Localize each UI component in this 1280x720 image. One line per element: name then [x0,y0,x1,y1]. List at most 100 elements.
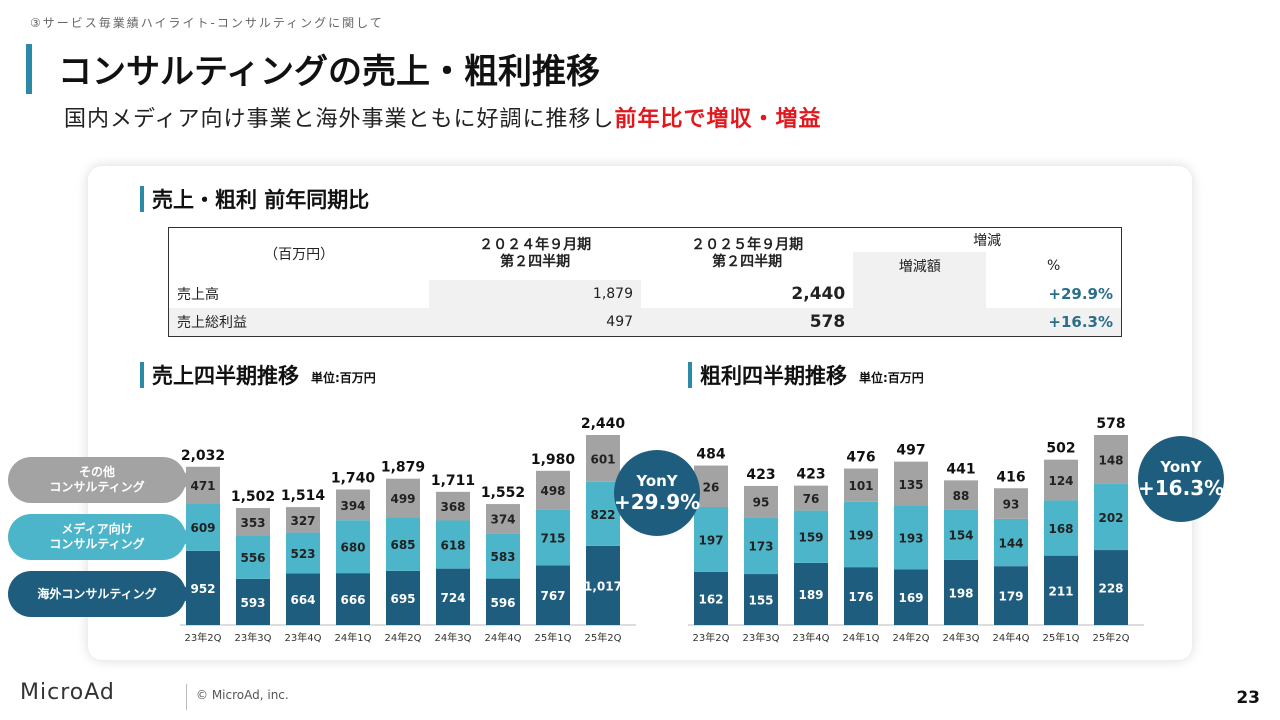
legend-media: メディア向け コンサルティング [8,514,196,560]
row-amount [853,280,987,308]
segment-label: 601 [590,452,615,466]
segment-label: 176 [848,590,873,604]
bar-segment [694,571,728,625]
segment-label: 189 [798,588,823,602]
category-label: 23年4Q [793,631,830,644]
bar-segment [894,461,928,507]
bar-segment [536,509,570,566]
total-label: 2,032 [181,448,225,464]
col-prev: ２０２４年９月期 第２四半期 [429,227,642,280]
bar-segment [894,506,928,570]
col-change: 増減 [853,227,1122,252]
segment-label: 169 [898,591,923,605]
segment-label: 583 [490,550,515,564]
sales-yony-badge: YonY +29.9% [614,450,700,536]
row-curr: 2,440 [791,284,846,304]
total-label: 1,552 [481,485,525,501]
bar-segment [586,435,620,482]
row-prev: 497 [606,314,634,330]
row-prev: 1,879 [429,280,642,308]
row-pct: +29.9% [1048,285,1113,303]
page-subtitle: 国内メディア向け事業と海外事業ともに好調に推移し前年比で増収・増益 [64,101,821,133]
segment-label: 93 [1003,498,1020,512]
category-label: 24年2Q [385,631,422,644]
unit-label: （百万円） [168,227,430,280]
col-curr-line1: ２０２５年９月期 [691,237,804,254]
segment-label: 168 [1048,522,1073,536]
sales-yony-value: +29.9% [614,490,701,514]
total-label: 423 [796,467,825,483]
segment-label: 368 [440,500,465,514]
col-prev-line2: 第２四半期 [500,254,571,270]
bar-segment [1044,459,1078,501]
segment-label: 148 [1098,453,1123,467]
segment-label: 498 [540,484,565,498]
category-label: 23年4Q [285,631,322,644]
segment-label: 471 [190,479,215,493]
gp-yony-label: YonY [1160,458,1202,476]
bar-segment [286,573,320,625]
sales-chart: 952 609 471 2,032 23年2Q 593 556 353 1,502 23年3Q 66… [180,416,636,644]
bar-segment [694,506,728,572]
bar-segment [994,518,1028,567]
segment-label: 135 [898,478,923,492]
row-curr: 578 [809,312,846,332]
bar-segment [944,509,978,560]
row-pct: +16.3% [1048,313,1113,331]
row-label: 売上高 [177,287,219,303]
bar-segment [486,578,520,625]
total-label: 497 [896,443,925,459]
col-change-amount: 増減額 [853,252,987,280]
bar-segment [336,520,370,574]
bar-segment [436,491,470,521]
table-row: 売上総利益 497 578 +16.3% [168,308,1122,337]
bar-segment [1094,483,1128,551]
bar-segment [386,517,420,571]
segment-label: 523 [290,547,315,561]
bar-segment [436,520,470,569]
bar-segment [1044,500,1078,556]
bar-segment [994,488,1028,519]
sales-chart-unit: 単位:百万円 [311,370,376,385]
title-accent-bar [26,44,32,94]
category-label: 24年2Q [893,631,930,644]
sales-chart-heading: 売上四半期推移 単位:百万円 [140,360,376,390]
total-label: 2,440 [581,416,626,432]
sales-yony-label: YonY [636,472,678,490]
category-label: 23年3Q [743,631,780,644]
bar-segment [336,489,370,521]
bar-segment [744,485,778,518]
category-label: 24年3Q [435,631,472,644]
row-label: 売上総利益 [177,315,247,331]
segment-label: 101 [848,479,873,493]
segment-label: 173 [748,540,773,554]
subtitle-main: 国内メディア向け事業と海外事業ともに好調に推移し [64,107,615,132]
bar-segment [944,480,978,510]
bar-segment [1094,435,1128,484]
col-curr: ２０２５年９月期 第２四半期 [641,227,854,280]
segment-label: 596 [490,596,515,610]
microad-logo: MicroAd [20,680,115,705]
legend-other: その他 コンサルティング [8,457,196,503]
total-label: 423 [746,467,775,483]
bar-segment [794,485,828,511]
bar-segment [994,566,1028,625]
total-label: 1,711 [431,473,475,489]
segment-label: 394 [340,499,365,513]
category-label: 23年3Q [235,631,272,644]
bar-segment [586,545,620,625]
bar-segment [286,507,320,533]
total-label: 1,514 [281,488,326,504]
sales-chart-title: 売上四半期推移 [152,364,299,388]
category-label: 24年3Q [943,631,980,644]
total-label: 1,502 [231,489,275,505]
bar-segment [186,550,220,625]
segment-label: 202 [1098,511,1123,525]
section-tag: ③サービス毎業績ハイライト-コンサルティングに関して [30,16,384,30]
segment-label: 593 [240,596,265,610]
bar-segment [536,565,570,625]
total-label: 441 [946,461,975,477]
segment-label: 327 [290,514,315,528]
total-label: 416 [996,469,1025,485]
category-label: 25年1Q [1043,631,1080,644]
